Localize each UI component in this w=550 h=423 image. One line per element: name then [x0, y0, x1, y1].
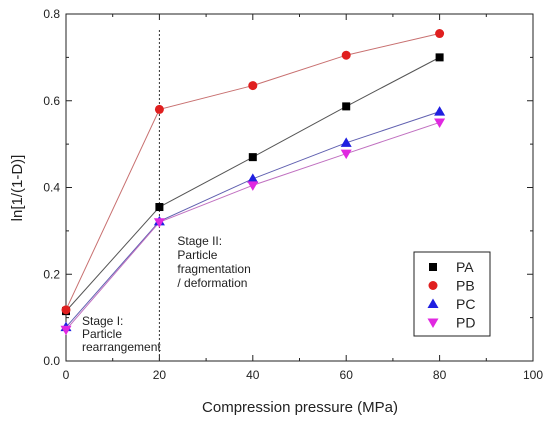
- legend-marker-pc: [427, 298, 439, 308]
- data-point-pd: [340, 149, 352, 160]
- data-point-pa: [342, 102, 351, 111]
- legend-label-pa: PA: [456, 259, 474, 275]
- y-tick-label: 0.0: [43, 354, 60, 368]
- data-point-pb: [61, 305, 71, 315]
- x-tick-label: 20: [153, 368, 167, 382]
- legend-marker-pa: [429, 263, 437, 271]
- data-point-pd: [153, 218, 165, 228]
- data-point-pa: [248, 153, 257, 162]
- data-point-pb: [154, 104, 164, 114]
- legend-marker-pd: [427, 318, 439, 328]
- stage-1-annotation-line: Stage I:: [82, 314, 123, 328]
- x-tick-label: 60: [340, 368, 354, 382]
- x-tick-label: 80: [433, 368, 447, 382]
- data-point-pb: [341, 50, 351, 60]
- stage-2-annotation-line: Particle: [177, 248, 217, 262]
- data-point-pd: [247, 181, 259, 191]
- stage-2-annotation-line: / deformation: [177, 276, 247, 290]
- data-point-pa: [435, 53, 444, 62]
- legend-box: [413, 251, 491, 337]
- stage-2-annotation-line: fragmentation: [177, 262, 250, 276]
- y-tick-label: 0.8: [43, 7, 60, 21]
- stage-1-annotation-line: Particle: [82, 327, 122, 341]
- y-tick-label: 0.2: [43, 267, 60, 281]
- data-point-pc: [340, 137, 352, 147]
- legend-label-pc: PC: [456, 296, 475, 312]
- legend-label-pb: PB: [456, 278, 475, 294]
- stage-1-annotation-line: rearrangement: [82, 340, 161, 354]
- y-tick-label: 0.6: [43, 94, 60, 108]
- series-line-pb: [65, 33, 440, 311]
- data-point-pc: [247, 173, 259, 183]
- data-point-pb: [435, 29, 445, 39]
- data-point-pc: [434, 106, 446, 116]
- y-tick-label: 0.4: [43, 181, 60, 195]
- y-axis-title: ln[1/(1-D)]: [9, 155, 26, 222]
- data-point-pb: [248, 81, 258, 91]
- x-tick-label: 100: [523, 368, 543, 382]
- data-point-pd: [60, 325, 72, 336]
- x-tick-label: 0: [63, 368, 70, 382]
- x-tick-label: 40: [246, 368, 260, 382]
- data-point-pa: [155, 203, 164, 212]
- legend-label-pd: PD: [456, 315, 475, 331]
- series-line-pc: [65, 111, 440, 328]
- legend-marker-pb: [428, 281, 438, 290]
- x-axis-title: Compression pressure (MPa): [202, 399, 398, 416]
- stage-2-annotation-line: Stage II:: [177, 234, 222, 248]
- data-point-pd: [434, 118, 446, 128]
